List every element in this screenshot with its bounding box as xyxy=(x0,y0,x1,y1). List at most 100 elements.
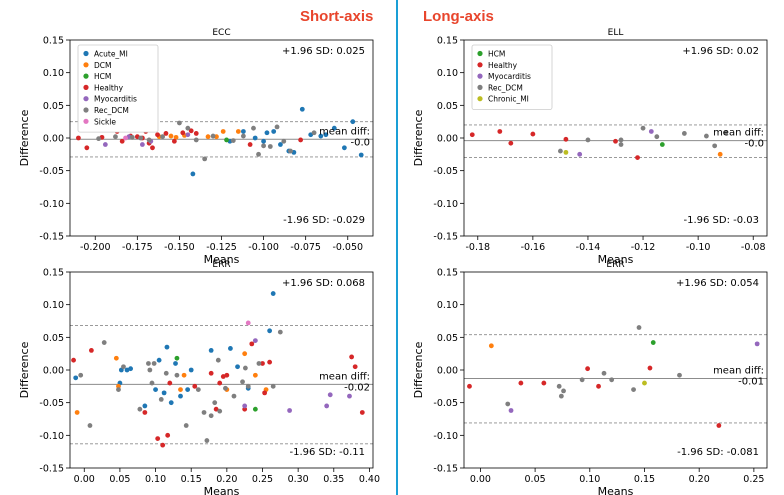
legend-marker xyxy=(83,96,89,102)
data-point-acute-mi xyxy=(161,390,167,396)
x-tick-label: 0.05 xyxy=(109,474,130,485)
data-point-myocarditis xyxy=(577,151,583,157)
data-point-acute-mi xyxy=(240,129,246,134)
data-point-rec-dcm xyxy=(618,137,624,143)
data-point-acute-mi xyxy=(164,344,170,350)
y-tick-label: -0.15 xyxy=(433,464,458,475)
data-point-rec-dcm xyxy=(654,134,660,140)
data-point-rec-dcm xyxy=(618,142,624,147)
legend-entry: Sickle xyxy=(94,117,116,126)
data-point-rec-dcm xyxy=(256,361,262,366)
x-tick-label: -0.150 xyxy=(164,242,195,253)
data-point-acute-mi xyxy=(228,346,233,351)
data-point-healthy xyxy=(635,155,640,161)
data-point-healthy xyxy=(349,354,355,360)
data-point-myocarditis xyxy=(754,341,760,347)
data-point-rec-dcm xyxy=(208,413,214,419)
data-point-rec-dcm xyxy=(681,131,687,136)
y-tick-label: -0.10 xyxy=(433,431,458,442)
data-point-healthy xyxy=(541,380,547,386)
legend-marker xyxy=(83,50,89,57)
data-point-chronic-mi xyxy=(563,149,569,155)
mean-diff-value: -0.0 xyxy=(350,137,370,148)
data-point-rec-dcm xyxy=(163,370,169,376)
lower-limit-label: -1.96 SD: -0.081 xyxy=(677,447,759,458)
legend-entry: HCM xyxy=(94,72,111,81)
x-axis-label: Means xyxy=(204,485,240,495)
data-point-healthy xyxy=(267,359,273,365)
y-tick-label: 0.00 xyxy=(437,366,458,377)
data-point-dcm xyxy=(717,151,723,157)
data-point-healthy xyxy=(88,348,94,353)
x-tick-label: 0.10 xyxy=(145,474,166,485)
y-axis-label: Difference xyxy=(412,109,425,166)
y-tick-label: 0.05 xyxy=(437,101,458,112)
data-point-healthy xyxy=(352,364,358,370)
x-tick-label: -0.175 xyxy=(122,242,153,253)
x-axis-label: Means xyxy=(598,485,634,495)
data-point-acute-mi xyxy=(73,375,79,381)
data-point-healthy xyxy=(119,138,125,144)
data-point-rec-dcm xyxy=(640,125,646,131)
x-tick-label: -0.125 xyxy=(206,242,237,253)
data-point-acute-mi xyxy=(271,129,277,134)
data-point-healthy xyxy=(467,383,472,389)
sa-err-chart: ERR -0.15 -0.10 -0.05 0.00 0.05 0.10 0.15 0.00 0.… xyxy=(18,260,380,495)
legend-entry: Myocarditis xyxy=(488,72,531,81)
legend-marker xyxy=(83,73,89,79)
mean-diff-label: mean diff: xyxy=(319,371,370,382)
mean-diff-label: mean diff: xyxy=(319,126,370,137)
upper-limit-label: +1.96 SD: 0.02 xyxy=(682,46,759,57)
data-point-rec-dcm xyxy=(601,370,607,376)
x-tick-label: -0.14 xyxy=(576,242,601,253)
data-point-rec-dcm xyxy=(712,143,718,149)
data-point-rec-dcm xyxy=(215,357,221,363)
data-point-dcm xyxy=(205,134,211,140)
x-tick-label: 0.35 xyxy=(323,474,344,485)
data-point-healthy xyxy=(716,423,722,428)
data-point-hcm xyxy=(252,406,258,412)
legend-entry: Myocarditis xyxy=(94,95,137,104)
y-tick-label: 0.10 xyxy=(437,68,458,79)
data-point-rec-dcm xyxy=(149,380,155,386)
data-point-rec-dcm xyxy=(240,133,246,139)
plot-frame xyxy=(463,271,768,469)
y-tick-label: 0.05 xyxy=(43,101,64,112)
data-point-hcm xyxy=(224,137,229,143)
y-axis-label: Difference xyxy=(18,109,31,166)
data-point-myocarditis xyxy=(252,338,258,343)
data-point-healthy xyxy=(163,131,169,136)
legend-box xyxy=(77,44,159,133)
legend-entry: Chronic_MI xyxy=(488,95,529,104)
y-tick-label: 0.15 xyxy=(437,36,458,47)
data-point-chronic-mi xyxy=(642,380,647,386)
y-axis-label: Difference xyxy=(412,341,425,398)
legend-entry: HCM xyxy=(488,50,505,59)
data-point-rec-dcm xyxy=(311,130,317,136)
mean-diff-value: -0.0 xyxy=(744,139,764,150)
data-point-acute-mi xyxy=(278,142,283,147)
data-point-rec-dcm xyxy=(281,138,287,144)
x-tick-label: 0.40 xyxy=(359,474,380,485)
y-axis-label: Difference xyxy=(18,341,31,398)
data-point-rec-dcm xyxy=(116,387,121,392)
data-point-rec-dcm xyxy=(201,410,207,415)
upper-limit-label: +1.96 SD: 0.068 xyxy=(282,278,365,289)
data-point-acute-mi xyxy=(267,328,273,334)
data-point-rec-dcm xyxy=(261,143,266,149)
legend-marker xyxy=(83,62,89,68)
long-axis-heading: Long-axis xyxy=(423,8,494,25)
data-point-rec-dcm xyxy=(151,361,157,366)
chart-title: ELL xyxy=(608,28,624,38)
x-tick-label: 0.15 xyxy=(181,474,202,485)
data-point-acute-mi xyxy=(358,152,364,158)
data-point-healthy xyxy=(193,131,199,136)
data-point-healthy xyxy=(155,436,161,441)
plot-frame xyxy=(69,271,374,469)
data-point-rec-dcm xyxy=(202,156,208,162)
y-tick-label: 0.00 xyxy=(43,134,64,145)
data-point-acute-mi xyxy=(156,357,162,363)
data-point-acute-mi xyxy=(252,135,258,141)
data-point-rec-dcm xyxy=(579,377,585,383)
plot-frame xyxy=(463,39,768,237)
